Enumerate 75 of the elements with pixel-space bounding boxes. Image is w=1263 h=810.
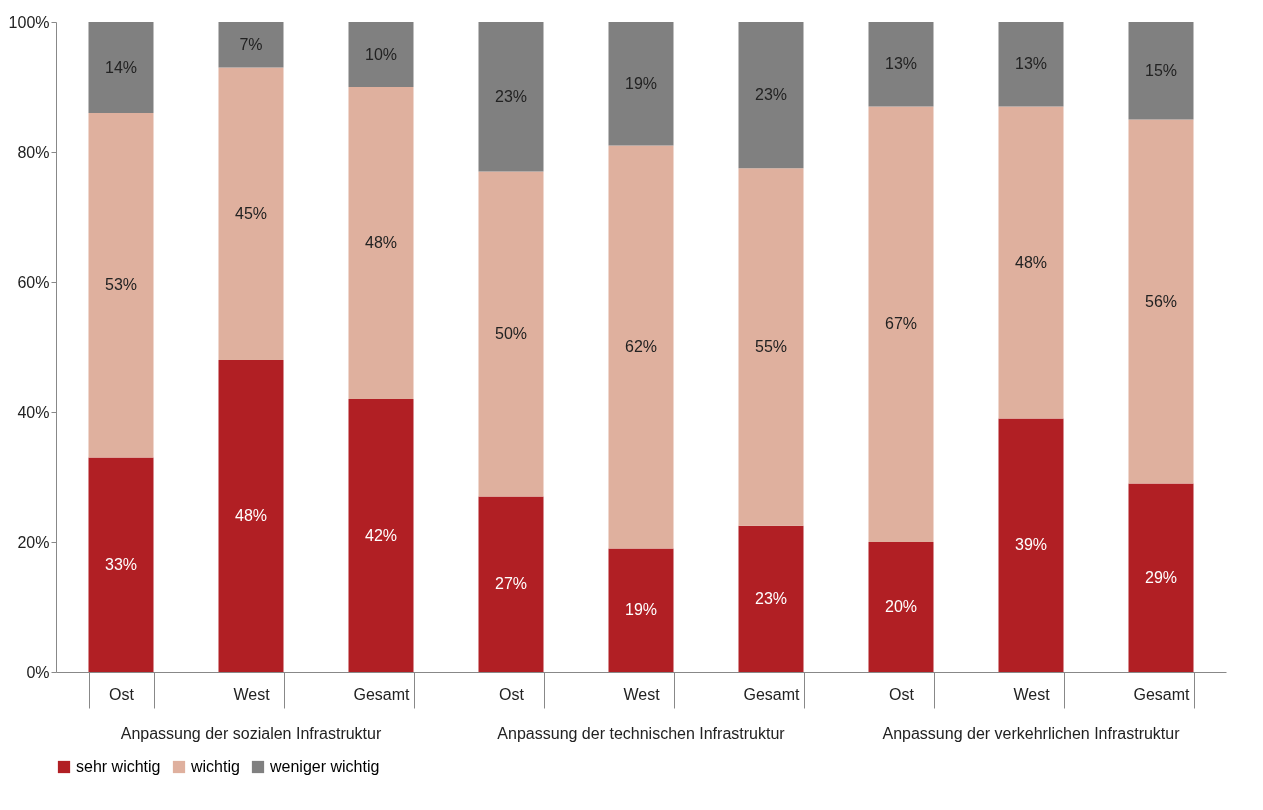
data-label: 19% xyxy=(624,74,658,92)
data-label: 14% xyxy=(104,58,138,76)
data-label: 56% xyxy=(1144,292,1178,310)
data-label: 7% xyxy=(239,35,263,53)
data-label: 27% xyxy=(494,575,528,593)
y-tick-label: 60% xyxy=(17,273,50,291)
bar xyxy=(348,399,414,672)
x-tick-label: Ost xyxy=(499,685,525,703)
bar xyxy=(218,22,284,68)
x-tick-label: Gesamt xyxy=(1133,685,1191,703)
data-label: 67% xyxy=(884,315,918,333)
data-label: 23% xyxy=(754,86,788,104)
bar xyxy=(88,22,154,113)
y-tick-label: 20% xyxy=(17,533,50,551)
bar xyxy=(738,22,804,169)
x-tick-label: Gesamt xyxy=(743,685,801,703)
data-label: 23% xyxy=(494,87,528,105)
data-label: 10% xyxy=(364,45,398,63)
bar xyxy=(738,525,804,672)
data-label: 42% xyxy=(364,526,398,544)
legend-label: sehr wichtig xyxy=(76,758,161,775)
bar xyxy=(608,548,674,672)
bar xyxy=(1128,119,1194,484)
x-tick-label: West xyxy=(1013,685,1051,703)
data-label: 33% xyxy=(104,555,138,573)
data-label: 20% xyxy=(884,598,918,615)
data-label: 45% xyxy=(234,204,268,222)
bar xyxy=(88,113,154,458)
bar xyxy=(478,22,544,172)
data-label: 29% xyxy=(1144,568,1178,586)
y-tick-label: 0% xyxy=(26,663,50,681)
data-label: 55% xyxy=(754,338,788,355)
bar xyxy=(1128,483,1194,672)
x-tick-label: Ost xyxy=(109,685,135,703)
data-label: 50% xyxy=(494,325,528,342)
bar xyxy=(348,87,414,399)
bar xyxy=(868,22,934,107)
bar xyxy=(608,145,674,549)
bar xyxy=(738,168,804,526)
data-label: 15% xyxy=(1144,61,1178,79)
bar xyxy=(478,171,544,497)
y-tick-label: 100% xyxy=(8,13,50,31)
bar xyxy=(218,67,284,360)
bar xyxy=(608,22,674,146)
data-label: 48% xyxy=(1014,253,1048,271)
bar xyxy=(88,457,154,672)
bar xyxy=(1128,22,1194,120)
data-label: 19% xyxy=(624,601,658,619)
data-label: 13% xyxy=(1014,55,1048,73)
data-label: 48% xyxy=(364,234,398,251)
data-label: 13% xyxy=(884,55,918,73)
data-label: 39% xyxy=(1014,536,1048,554)
y-tick-label: 80% xyxy=(17,143,50,161)
legend-label: weniger wichtig xyxy=(269,758,380,775)
bar xyxy=(998,418,1064,672)
data-label: 23% xyxy=(754,589,788,607)
x-tick-label: West xyxy=(233,685,271,703)
legend-label: wichtig xyxy=(190,758,240,775)
bar xyxy=(348,22,414,87)
bar xyxy=(998,22,1064,107)
data-label: 62% xyxy=(624,338,658,355)
data-label: 48% xyxy=(234,507,268,524)
bar xyxy=(868,106,934,542)
x-tick-label: West xyxy=(623,685,661,703)
bar xyxy=(478,496,544,672)
bar xyxy=(218,360,284,672)
x-tick-label: Gesamt xyxy=(353,685,411,703)
text: Anpassung der sozialen Infrastruktur xyxy=(120,725,382,742)
text: Anpassung der verkehrlichen Infrastruktur xyxy=(882,725,1181,742)
data-label: 53% xyxy=(104,276,138,294)
bar xyxy=(998,106,1064,419)
text: Anpassung der technischen Infrastruktur xyxy=(497,725,786,742)
y-tick-label: 40% xyxy=(17,403,50,421)
x-tick-label: Ost xyxy=(889,685,915,703)
bar xyxy=(868,542,934,672)
